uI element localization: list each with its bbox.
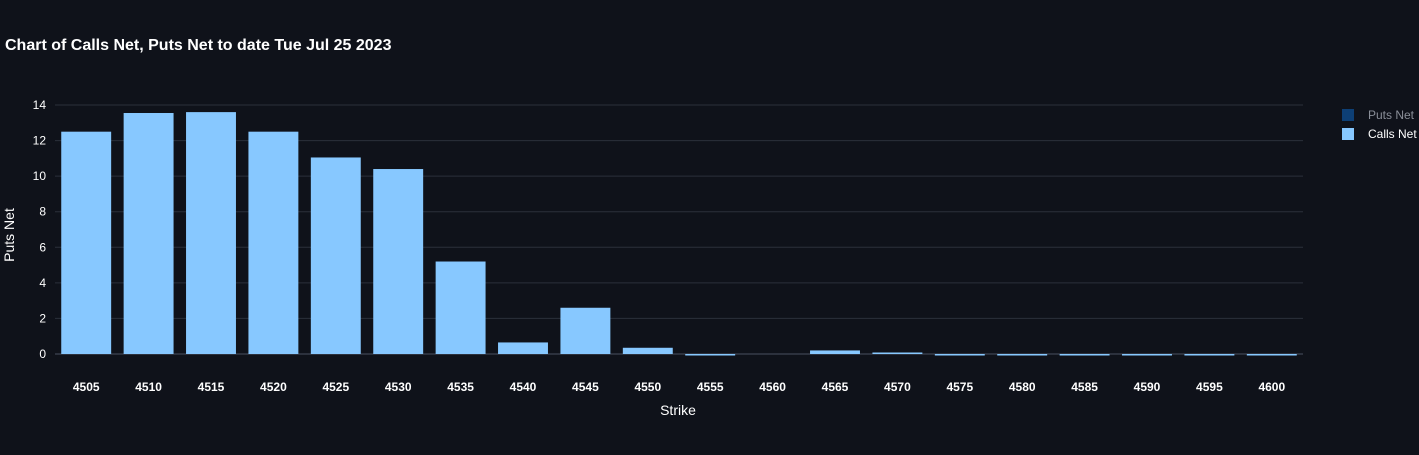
y-tick-label: 10 xyxy=(33,169,47,183)
legend-label[interactable]: Puts Net xyxy=(1368,108,1415,122)
bar-4595[interactable] xyxy=(1184,354,1235,356)
x-tick-label: 4530 xyxy=(385,380,412,394)
bar-4505[interactable] xyxy=(61,131,112,354)
y-tick-label: 8 xyxy=(39,205,46,219)
x-tick-label: 4560 xyxy=(759,380,786,394)
x-tick-label: 4580 xyxy=(1009,380,1036,394)
x-tick-label: 4570 xyxy=(884,380,911,394)
x-tick-label: 4535 xyxy=(447,380,474,394)
x-tick-label: 4590 xyxy=(1134,380,1161,394)
bar-4585[interactable] xyxy=(1059,354,1110,356)
bar-4600[interactable] xyxy=(1246,354,1297,356)
legend-swatch[interactable] xyxy=(1342,128,1354,140)
y-axis-ticks: 0 2 4 6 8 10 12 14 xyxy=(33,98,47,361)
chart-title: Chart of Calls Net, Puts Net to date Tue… xyxy=(5,37,392,54)
x-tick-label: 4565 xyxy=(822,380,849,394)
bar-4520[interactable] xyxy=(248,131,299,354)
x-tick-label: 4515 xyxy=(198,380,225,394)
x-tick-label: 4595 xyxy=(1196,380,1223,394)
legend-label[interactable]: Calls Net xyxy=(1368,127,1417,141)
x-tick-label: 4525 xyxy=(322,380,349,394)
x-axis-title: Strike xyxy=(660,402,696,418)
bar-4510[interactable] xyxy=(123,113,174,354)
bar-4535[interactable] xyxy=(435,261,486,354)
x-tick-label: 4550 xyxy=(634,380,661,394)
y-tick-label: 4 xyxy=(39,276,46,290)
bar-4575[interactable] xyxy=(934,354,985,356)
x-tick-label: 4540 xyxy=(510,380,537,394)
gridlines xyxy=(55,104,1303,355)
y-axis-title: Puts Net xyxy=(1,208,17,262)
y-tick-label: 0 xyxy=(39,347,46,361)
bar-4515[interactable] xyxy=(186,112,236,354)
bar-4580[interactable] xyxy=(997,354,1048,356)
y-tick-label: 14 xyxy=(33,98,47,112)
legend: Puts Net Calls Net xyxy=(1342,108,1417,141)
bar-4570[interactable] xyxy=(872,352,923,355)
bar-4545[interactable] xyxy=(560,307,611,354)
bars xyxy=(61,112,1297,356)
x-tick-label: 4600 xyxy=(1258,380,1285,394)
bar-4590[interactable] xyxy=(1122,354,1172,356)
x-tick-label: 4585 xyxy=(1071,380,1098,394)
bar-4565[interactable] xyxy=(810,350,860,354)
x-tick-label: 4520 xyxy=(260,380,287,394)
x-tick-label: 4555 xyxy=(697,380,724,394)
bar-4540[interactable] xyxy=(498,342,548,354)
bar-4530[interactable] xyxy=(373,169,424,354)
x-tick-label: 4505 xyxy=(73,380,100,394)
y-tick-label: 2 xyxy=(39,311,46,325)
legend-swatch[interactable] xyxy=(1342,109,1354,121)
x-tick-label: 4510 xyxy=(135,380,162,394)
x-tick-label: 4545 xyxy=(572,380,599,394)
x-axis-ticks: 4505 4510 4515 4520 4525 4530 4535 4540 4545 4550… xyxy=(73,380,1286,394)
x-tick-label: 4575 xyxy=(946,380,973,394)
y-tick-label: 6 xyxy=(39,240,46,254)
bar-4550[interactable] xyxy=(622,347,673,354)
y-tick-label: 12 xyxy=(33,134,47,148)
bar-4525[interactable] xyxy=(310,157,361,354)
bar-4555[interactable] xyxy=(685,354,736,356)
